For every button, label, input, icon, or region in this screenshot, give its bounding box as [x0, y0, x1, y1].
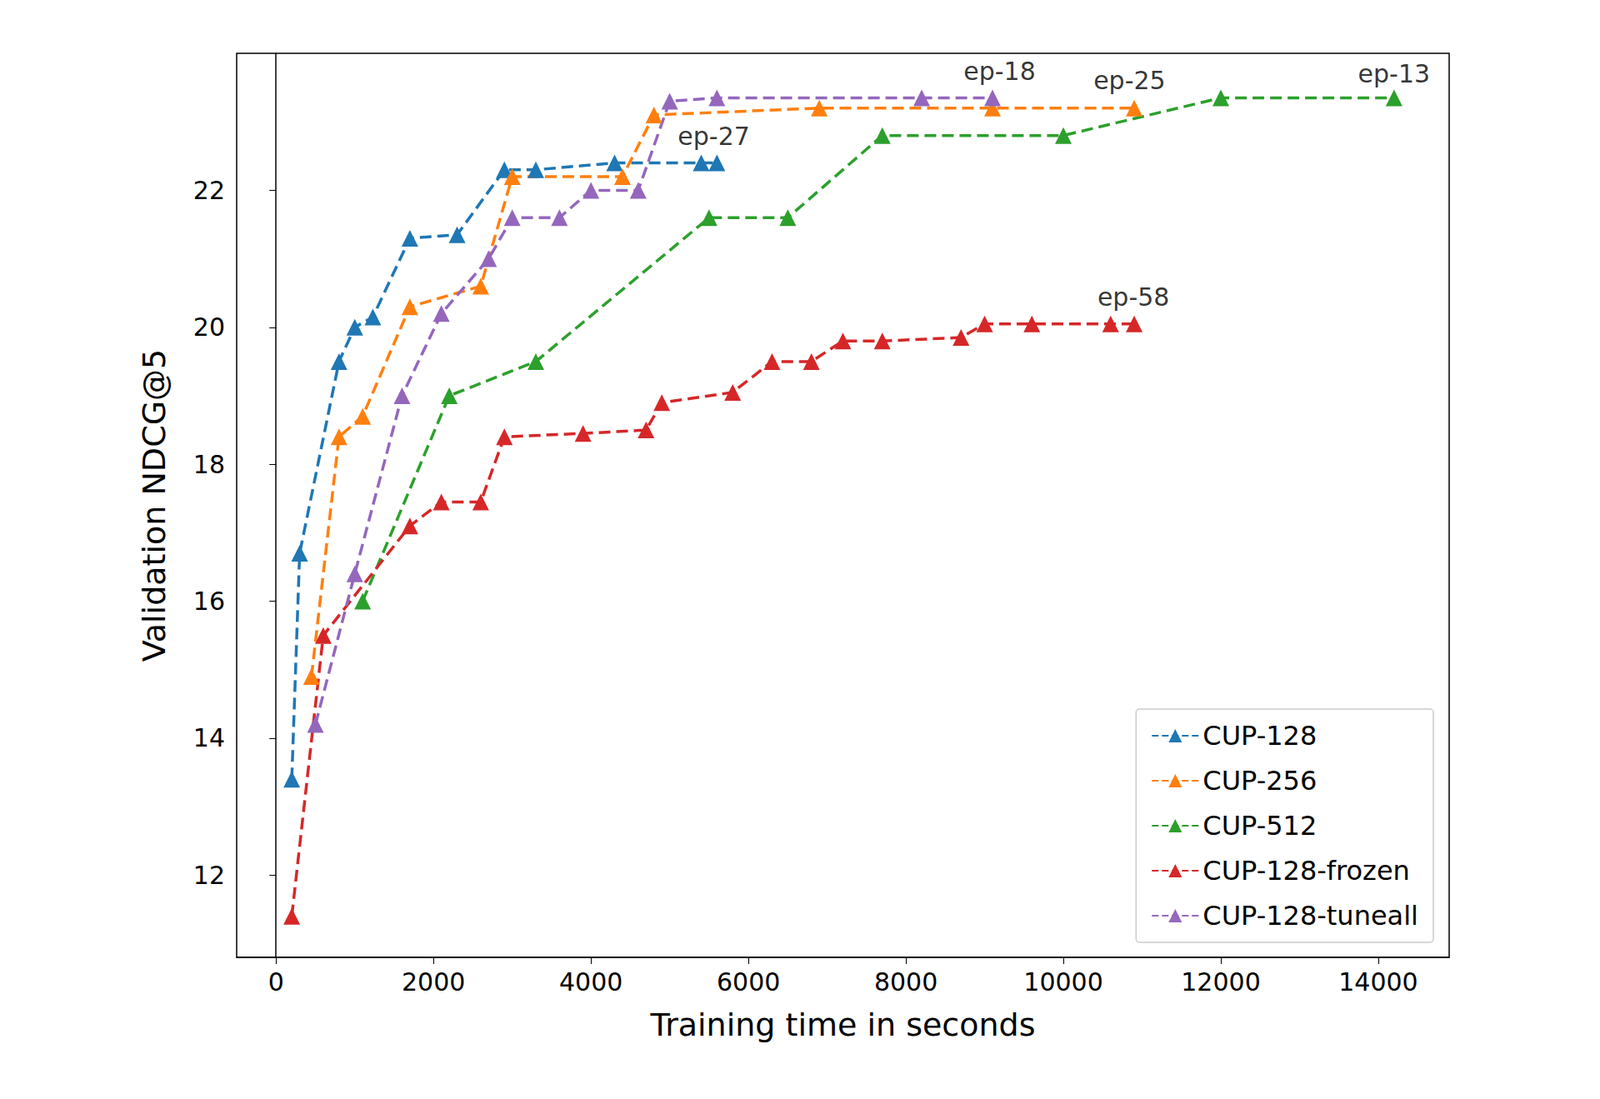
svg-text:CUP-128-tuneall: CUP-128-tuneall	[1202, 900, 1419, 932]
svg-text:14000: 14000	[1338, 967, 1418, 997]
svg-text:ep-27: ep-27	[677, 121, 750, 151]
svg-text:CUP-256: CUP-256	[1202, 765, 1317, 797]
svg-text:12000: 12000	[1180, 967, 1260, 997]
svg-text:0: 0	[268, 967, 285, 997]
svg-text:6000: 6000	[716, 967, 780, 997]
svg-text:4000: 4000	[559, 967, 623, 997]
svg-text:ep-18: ep-18	[963, 56, 1036, 86]
svg-text:12: 12	[193, 860, 225, 890]
svg-text:CUP-128-frozen: CUP-128-frozen	[1202, 855, 1410, 887]
svg-text:20: 20	[193, 312, 225, 342]
svg-text:CUP-128: CUP-128	[1202, 720, 1317, 752]
svg-text:Training time in seconds: Training time in seconds	[650, 1006, 1036, 1044]
svg-text:ep-58: ep-58	[1097, 282, 1170, 312]
svg-text:ep-25: ep-25	[1093, 65, 1166, 95]
svg-text:22: 22	[193, 175, 225, 205]
svg-text:CUP-512: CUP-512	[1202, 810, 1317, 842]
svg-text:8000: 8000	[874, 967, 938, 997]
svg-text:14: 14	[193, 723, 225, 753]
svg-text:16: 16	[193, 586, 225, 616]
svg-text:2000: 2000	[401, 967, 465, 997]
svg-text:10000: 10000	[1023, 967, 1103, 997]
svg-text:ep-13: ep-13	[1358, 59, 1431, 89]
svg-text:Validation NDCG@5: Validation NDCG@5	[135, 349, 173, 663]
svg-text:18: 18	[193, 450, 225, 480]
